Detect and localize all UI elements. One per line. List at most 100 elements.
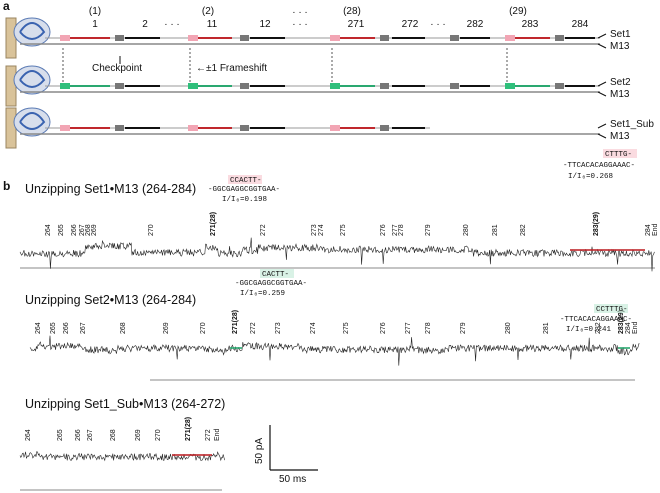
probe-sequence: CACTT- (262, 271, 289, 279)
segment-number: 284 (572, 19, 589, 30)
current-trace (19, 237, 655, 272)
step-label: 266 (63, 322, 70, 334)
segment-number: 271 (348, 19, 365, 30)
checkpoint-label: Checkpoint (92, 63, 142, 74)
label-site (188, 35, 198, 41)
segment-number: 12 (259, 19, 271, 30)
trace-title: Unzipping Set1•M13 (264-284) (25, 182, 196, 196)
step-label: 271(28) (210, 212, 217, 236)
step-label: 270 (155, 429, 162, 441)
step-label: 267 (80, 322, 87, 334)
label-site (505, 83, 515, 89)
spacer (555, 83, 564, 89)
target-sequence: -TTCACACAGGAAAC- (563, 162, 635, 170)
step-label: 265 (50, 322, 57, 334)
scale-time: 50 ms (279, 474, 306, 485)
target-sequence: -TTCACACAGGAAAC- (560, 316, 632, 324)
ellipsis: · · · (164, 19, 180, 30)
step-label: 281 (492, 224, 499, 236)
step-label: 278 (425, 322, 432, 334)
probe-sequence: CTTTG- (605, 151, 632, 159)
label-site (330, 83, 340, 89)
step-label: 271(28) (232, 310, 239, 334)
segment-number: 282 (467, 19, 484, 30)
step-label: 265 (58, 224, 65, 236)
step-label: 272 (250, 322, 257, 334)
group-label: (1) (89, 6, 101, 17)
ellipsis: · · · (292, 19, 308, 30)
blockade-ratio: I/I₀=0.259 (240, 290, 285, 298)
step-label: 282 (595, 322, 602, 334)
strand-label: Set1_Sub (610, 119, 654, 130)
spacer (240, 35, 249, 41)
spacer (450, 83, 459, 89)
spacer (240, 83, 249, 89)
strand-brace (597, 33, 607, 49)
step-label: 269 (163, 322, 170, 334)
strand-label: M13 (610, 41, 630, 52)
segment-number: 11 (207, 19, 218, 30)
trace-title: Unzipping Set2•M13 (264-284) (25, 293, 196, 307)
step-label: 269 (91, 224, 98, 236)
step-label: 273 (311, 224, 318, 236)
spacer (380, 125, 389, 131)
pore (5, 65, 17, 107)
label-site (505, 35, 515, 41)
current-trace (29, 335, 640, 366)
spacer (240, 125, 249, 131)
step-label: 276 (380, 224, 387, 236)
label-site (188, 125, 198, 131)
dna-loop (19, 22, 46, 40)
step-label: 264 (35, 322, 42, 334)
strand-label: Set2 (610, 77, 631, 88)
dna-loop (19, 112, 46, 130)
step-label: 266 (75, 429, 82, 441)
step-label: 275 (340, 224, 347, 236)
strand-label: M13 (610, 131, 630, 142)
segment-number: 283 (522, 19, 539, 30)
protein (13, 17, 51, 47)
step-label: 283(29) (593, 212, 600, 236)
strand-label: Set1 (610, 29, 631, 40)
group-label: (2) (202, 6, 214, 17)
spacer (115, 35, 124, 41)
step-label: 279 (460, 322, 467, 334)
step-label: End (214, 428, 221, 441)
spacer (555, 35, 564, 41)
pore (5, 107, 17, 149)
step-label: 272 (205, 429, 212, 441)
probe-sequence: CCTTTG- (596, 306, 628, 314)
segment-number: 272 (402, 19, 419, 30)
protein (13, 65, 51, 95)
step-label: 271(28) (185, 417, 192, 441)
blockade-ratio: I/I₀=0.241 (566, 326, 612, 334)
protein (13, 107, 51, 137)
spacer (380, 35, 389, 41)
sequence-highlight (260, 269, 294, 278)
segment-number: 1 (92, 19, 98, 30)
blockade-ratio: I/I₀=0.198 (222, 196, 267, 204)
segment-number: 2 (142, 19, 148, 30)
step-label: 267 (87, 429, 94, 441)
step-label: 281 (543, 322, 550, 334)
ellipsis: · · · (292, 7, 308, 18)
step-label: 268 (120, 322, 127, 334)
spacer (450, 35, 459, 41)
step-label: 267 (79, 224, 86, 236)
trace-title: Unzipping Set1_Sub•M13 (264-272) (25, 397, 225, 411)
step-label: 283(29) (618, 310, 625, 334)
step-label: 268 (110, 429, 117, 441)
panel-label: b (3, 179, 10, 193)
step-label: 279 (425, 224, 432, 236)
blockade-ratio: I/I₀=0.268 (568, 173, 613, 181)
step-label: 265 (57, 429, 64, 441)
step-label: 269 (135, 429, 142, 441)
step-label: 274 (318, 224, 325, 236)
step-label: 266 (71, 224, 78, 236)
sequence-highlight (228, 175, 262, 184)
step-label: 276 (380, 322, 387, 334)
label-site (60, 35, 70, 41)
label-site (60, 125, 70, 131)
label-site (188, 83, 198, 89)
target-sequence: -GGCGAGGCGGTGAA- (208, 186, 280, 194)
